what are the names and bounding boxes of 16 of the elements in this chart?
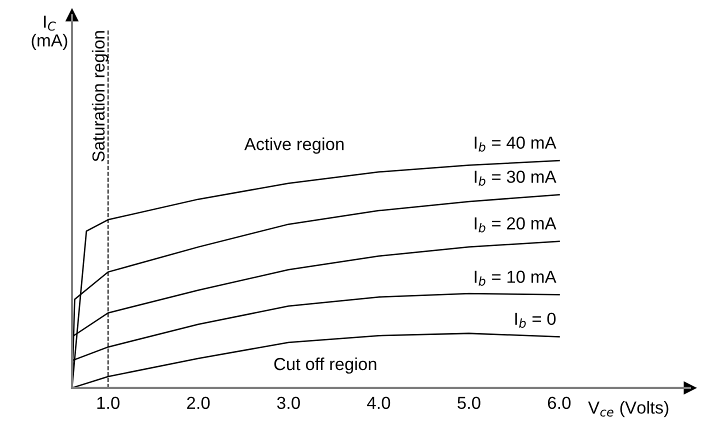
x-axis-title: V$_{ce}$ (Volts) [588, 400, 668, 418]
series-label: I$_{b}$ = 30 mA [474, 170, 556, 186]
x-tick-label: 6.0 [548, 396, 571, 410]
text: Active region [244, 138, 344, 154]
series-label: I$_{b}$ = 20 mA [474, 217, 556, 232]
x-tick-label: 1.0 [97, 396, 120, 410]
ref-line-label: Saturation region [92, 31, 108, 162]
series-label: I$_{b}$ = 40 mA [474, 136, 556, 152]
text: I$_{C}$ (mA) [32, 16, 68, 50]
series-label: I$_{b}$ = 10 mA [474, 270, 556, 286]
x-tick-label: 4.0 [367, 396, 390, 410]
x-tick-label: 3.0 [277, 396, 300, 410]
series-label: I$_{b}$ = 0 [515, 312, 556, 328]
x-tick-label: 5.0 [458, 396, 480, 410]
annotation: Cut off region [274, 357, 376, 374]
x-tick-label: 2.0 [187, 396, 210, 410]
